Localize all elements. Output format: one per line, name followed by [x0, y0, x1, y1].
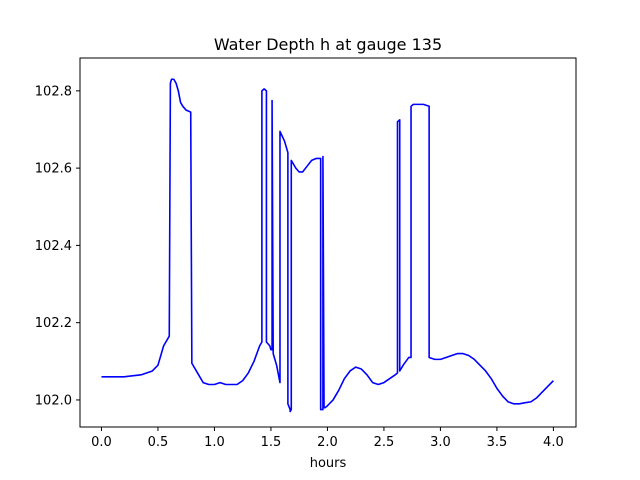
x-tick-label: 2.0 — [317, 435, 338, 450]
x-tick-label: 3.0 — [430, 435, 451, 450]
plot-frame — [79, 57, 577, 428]
x-tick-label: 0.5 — [148, 435, 169, 450]
x-tick-label: 3.5 — [487, 435, 508, 450]
y-tick-label: 102.2 — [35, 316, 72, 331]
y-axis-ticks: 102.0 102.2 102.4 102.6 102.8 — [35, 84, 80, 408]
x-axis-ticks: 0.0 0.5 1.0 1.5 2.0 2.5 3.0 3.5 4.0 — [91, 427, 564, 450]
y-tick-label: 102.8 — [35, 84, 72, 99]
series-layer — [101, 78, 554, 413]
x-tick-label: 1.0 — [204, 435, 225, 450]
series-line-0 — [101, 78, 554, 413]
x-tick-label: 0.0 — [91, 435, 112, 450]
y-tick-label: 102.4 — [35, 239, 72, 254]
x-axis-label: hours — [310, 456, 347, 471]
y-tick-label: 102.6 — [35, 162, 72, 177]
x-tick-label: 1.5 — [261, 435, 282, 450]
chart-title: Water Depth h at gauge 135 — [214, 35, 442, 54]
x-tick-label: 4.0 — [543, 435, 564, 450]
y-tick-label: 102.0 — [35, 393, 72, 408]
x-tick-label: 2.5 — [374, 435, 395, 450]
